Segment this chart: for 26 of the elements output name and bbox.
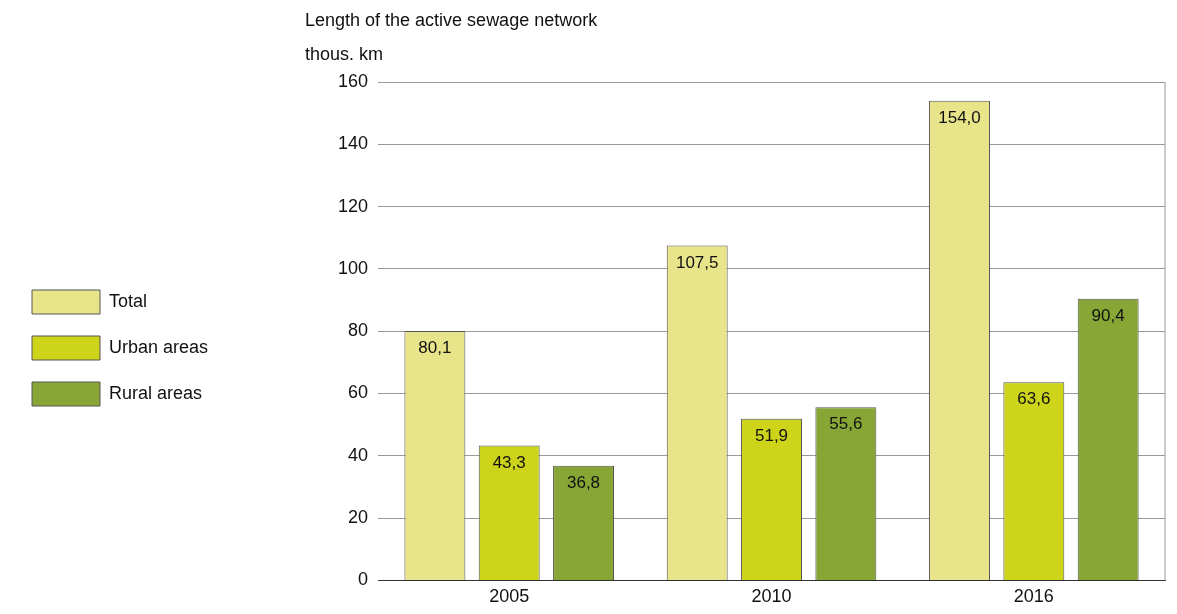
data-label: 36,8 [566, 472, 601, 492]
y-tick-label: 140 [338, 133, 369, 154]
y-tick-label: 60 [348, 382, 369, 403]
data-label: 51,9 [754, 425, 789, 445]
y-tick-label: 80 [348, 320, 369, 341]
data-label: 80,1 [418, 338, 452, 358]
data-label: 43,3 [492, 452, 526, 472]
data-label: 90,4 [1091, 305, 1125, 325]
legend-label: Urban areas [109, 336, 209, 357]
data-label: 154,0 [938, 107, 981, 127]
y-tick-label: 100 [338, 257, 369, 278]
data-label: 55,6 [829, 414, 863, 434]
x-tick-label: 2010 [751, 586, 792, 607]
legend-label: Rural areas [109, 382, 203, 403]
data-label: 63,6 [1017, 389, 1051, 409]
y-axis-title: thous. km [305, 44, 384, 65]
x-tick-label: 2016 [1013, 586, 1054, 607]
y-tick-label: 20 [348, 507, 369, 528]
y-tick-label: 160 [338, 70, 369, 91]
x-tick-label: 2005 [489, 586, 530, 607]
y-tick-label: 120 [338, 195, 369, 216]
y-tick-label: 0 [358, 569, 369, 590]
data-label: 107,5 [675, 252, 719, 272]
y-tick-label: 40 [348, 444, 369, 465]
legend-label: Total [109, 290, 148, 311]
chart-title: Length of the active sewage network [305, 10, 598, 31]
